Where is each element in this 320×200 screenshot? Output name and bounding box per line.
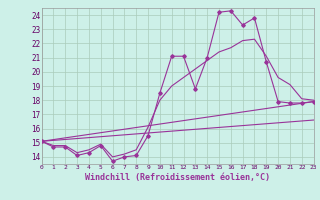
X-axis label: Windchill (Refroidissement éolien,°C): Windchill (Refroidissement éolien,°C): [85, 173, 270, 182]
